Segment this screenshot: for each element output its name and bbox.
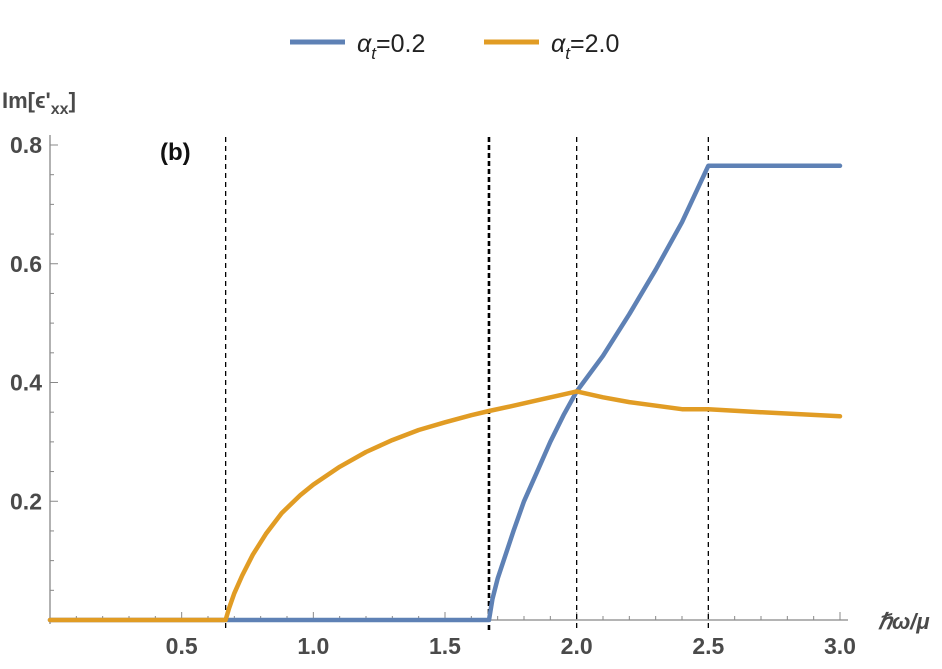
y-tick-label: 0.8 [10,132,42,158]
x-tick-label: 0.5 [166,633,198,659]
y-axis-title: Im[ϵ'xx] [2,88,76,118]
series-line-2 [47,389,843,623]
y-axis-title-base: Im[ϵ' [2,88,51,113]
legend: αt=0.2 αt=2.0 [290,30,619,63]
y-axis-title-close: ] [69,88,76,113]
guide-lines [224,137,709,632]
legend-label-series-2: αt=2.0 [551,30,619,63]
x-tick-label: 1.0 [297,633,329,659]
legend-label-series-1-base: α [357,30,372,58]
legend-label-series-1-sub: t [371,44,377,63]
series-lines [47,163,843,623]
series-line-1 [47,163,843,623]
x-tick-label: 2.0 [561,633,593,659]
legend-label-series-1-value: =0.2 [376,30,425,58]
legend-label-series-2-base: α [551,30,566,58]
x-tick-label: 2.5 [692,633,724,659]
panel-label: (b) [160,139,191,166]
y-tick-label: 0.4 [10,370,42,396]
legend-label-series-2-value: =2.0 [570,30,619,58]
y-axis-title-sub: xx [51,101,69,118]
legend-label-series-1: αt=0.2 [357,30,425,63]
x-tick-label: 3.0 [824,633,856,659]
axes: 0.5 1.0 1.5 2.0 2.5 3.0 0.2 0.4 0.6 0.8 [10,132,856,659]
y-tick-label: 0.6 [10,251,42,277]
x-axis-title: ℏω/μ [878,609,930,634]
legend-label-series-2-sub: t [565,44,571,63]
y-tick-label: 0.2 [10,488,42,514]
x-tick-label: 1.5 [429,633,461,659]
